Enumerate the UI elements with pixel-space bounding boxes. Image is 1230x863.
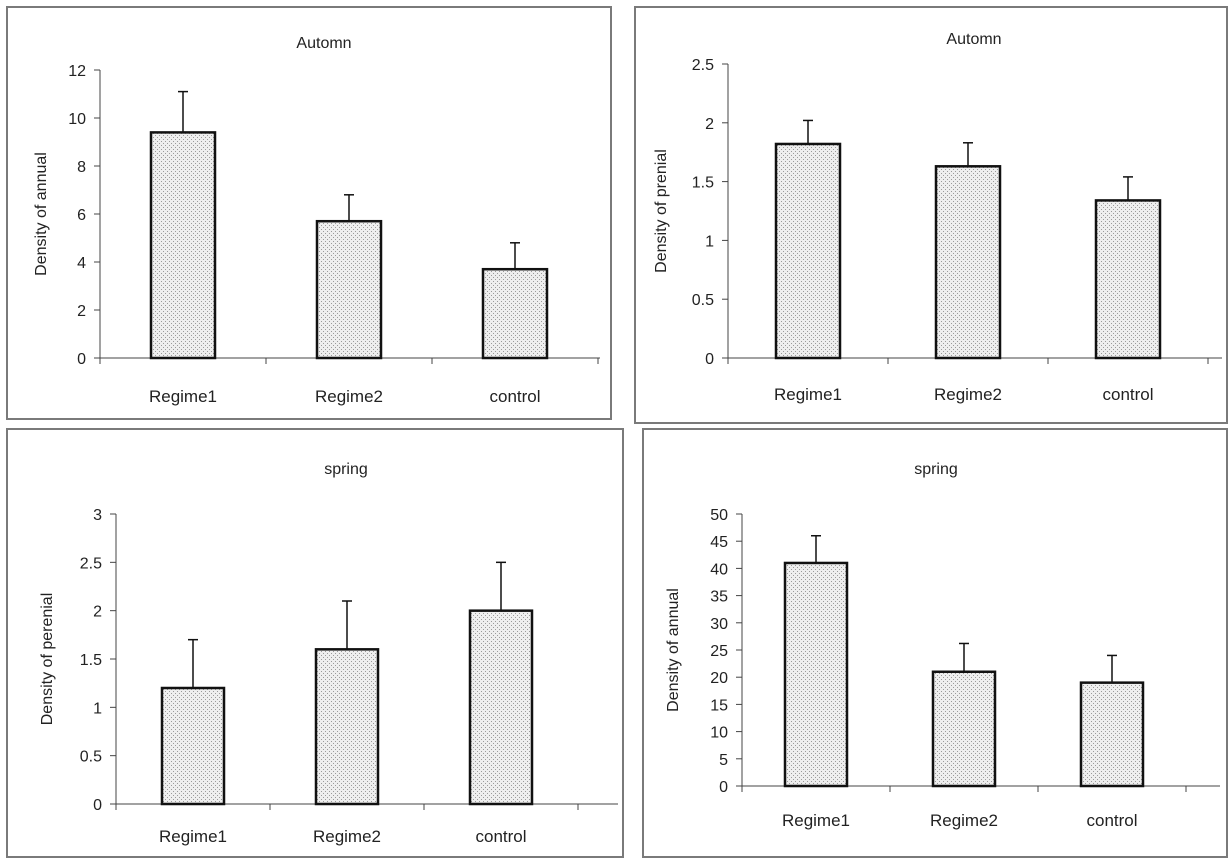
chart-title: Automn [946, 31, 1001, 48]
y-axis-label: Density of annual [665, 588, 682, 712]
chart-panel-autumn-annual: Automn Density of annual 0 2 4 6 8 10 12 Regime1 R… [6, 6, 612, 420]
y-tick-label: 0.5 [692, 292, 714, 309]
y-tick-label: 35 [710, 589, 728, 606]
chart-panel-spring-perenial: spring Density of perenial 0 0.5 1 1.5 2 2.5 3 Re… [6, 428, 624, 858]
bar [931, 670, 997, 788]
bar-chart: spring Density of perenial 0 0.5 1 1.5 2 2.5 3 Re… [39, 461, 618, 846]
bar [149, 131, 217, 360]
bar-chart: spring Density of annual 0 5 10 15 20 25 30 35 40 4… [665, 461, 1220, 830]
y-tick-label: 0 [705, 351, 714, 368]
y-tick-label: 2 [93, 604, 102, 621]
bar [934, 165, 1002, 360]
bar [468, 609, 534, 806]
y-tick-label: 12 [68, 63, 86, 80]
x-tick-label: Regime2 [930, 811, 998, 830]
bar-chart: Automn Density of annual 0 2 4 6 8 10 12 Regime1 R… [33, 35, 600, 406]
y-tick-label: 2.5 [80, 555, 102, 572]
y-tick-label: 45 [710, 534, 728, 551]
y-tick-label: 1 [705, 233, 714, 250]
x-tick-label: control [475, 827, 526, 846]
x-tick-label: control [1086, 811, 1137, 830]
x-tick-label: control [1102, 385, 1153, 404]
chart-panel-autumn-prenial: Automn Density of prenial 0 0.5 1 1.5 2 2.5 Regi… [634, 6, 1228, 424]
x-tick-label: Regime1 [774, 385, 842, 404]
x-tick-label: Regime2 [313, 827, 381, 846]
bar [315, 219, 383, 360]
bar [160, 686, 226, 806]
bar [481, 267, 549, 360]
x-tick-label: control [489, 387, 540, 406]
bar-chart: Automn Density of prenial 0 0.5 1 1.5 2 2.5 Regi… [653, 31, 1222, 404]
y-tick-label: 0 [93, 797, 102, 814]
y-tick-label: 15 [710, 697, 728, 714]
chart-title: spring [324, 461, 368, 478]
y-tick-label: 3 [93, 507, 102, 524]
bar [774, 142, 842, 360]
bar [314, 648, 380, 806]
y-tick-label: 10 [710, 725, 728, 742]
y-tick-label: 1 [93, 700, 102, 717]
y-tick-label: 6 [77, 207, 86, 224]
bar [1094, 199, 1162, 360]
y-tick-label: 0 [77, 351, 86, 368]
x-tick-label: Regime2 [934, 385, 1002, 404]
bar [1079, 681, 1145, 788]
chart-panel-spring-annual: spring Density of annual 0 5 10 15 20 25 30 35 40 4… [642, 428, 1228, 858]
chart-title: Automn [296, 35, 351, 52]
x-tick-label: Regime2 [315, 387, 383, 406]
y-tick-label: 30 [710, 616, 728, 633]
y-tick-label: 25 [710, 643, 728, 660]
y-tick-label: 40 [710, 561, 728, 578]
y-tick-label: 10 [68, 111, 86, 128]
y-tick-label: 2.5 [692, 57, 714, 74]
y-tick-label: 8 [77, 159, 86, 176]
y-tick-label: 1.5 [80, 652, 102, 669]
y-tick-label: 0.5 [80, 749, 102, 766]
y-tick-label: 20 [710, 670, 728, 687]
chart-title: spring [914, 461, 958, 478]
x-tick-label: Regime1 [149, 387, 217, 406]
y-tick-label: 2 [77, 303, 86, 320]
bar [783, 561, 849, 788]
y-tick-label: 2 [705, 116, 714, 133]
y-tick-label: 0 [719, 779, 728, 796]
y-tick-label: 4 [77, 255, 86, 272]
y-tick-label: 50 [710, 507, 728, 524]
y-axis-label: Density of prenial [653, 149, 670, 273]
y-tick-label: 5 [719, 752, 728, 769]
x-tick-label: Regime1 [782, 811, 850, 830]
y-axis-label: Density of annual [33, 152, 50, 276]
y-tick-label: 1.5 [692, 175, 714, 192]
x-tick-label: Regime1 [159, 827, 227, 846]
y-axis-label: Density of perenial [39, 593, 56, 726]
